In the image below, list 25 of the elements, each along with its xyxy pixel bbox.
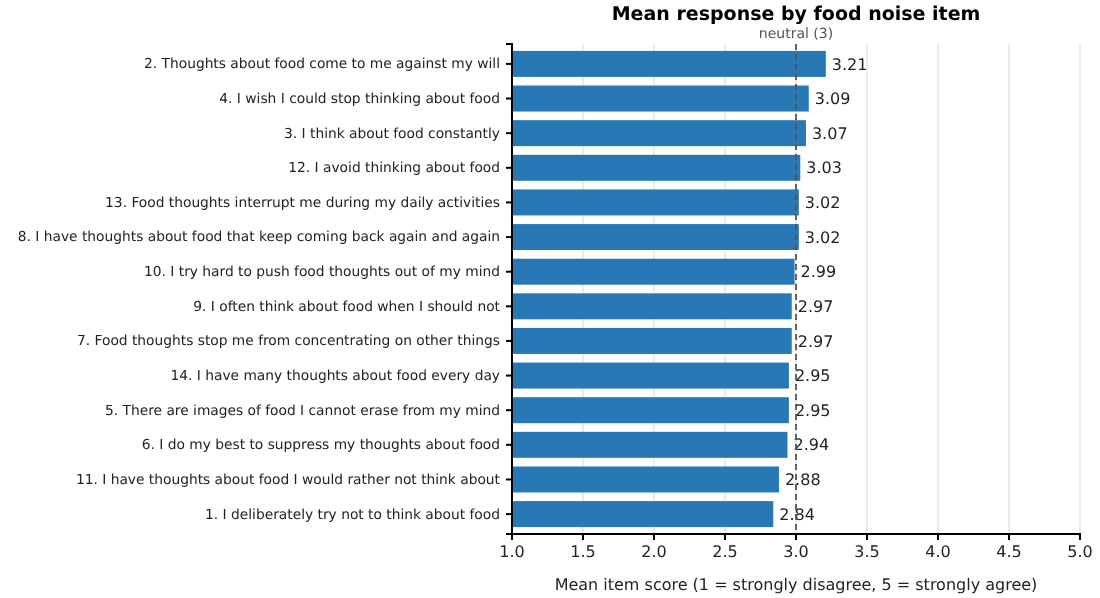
data-label: 2.95 [794, 367, 831, 386]
data-label: 2.88 [784, 471, 821, 490]
data-label: 3.02 [804, 194, 841, 213]
data-label: 3.09 [814, 90, 851, 109]
data-label: 2.97 [797, 297, 834, 316]
data-label: 3.03 [806, 159, 842, 178]
x-tick-label: 4.5 [996, 543, 1022, 562]
x-tick-label: 1.0 [499, 543, 525, 562]
data-label: 2.95 [794, 401, 831, 420]
x-tick-label: 3.0 [783, 543, 809, 562]
data-label: 3.07 [811, 124, 848, 143]
x-tick-label: 2.5 [712, 543, 738, 562]
chart-title: Mean response by food noise item [611, 4, 981, 26]
x-tick-label: 4.0 [925, 543, 951, 562]
x-tick-label: 2.0 [641, 543, 667, 562]
data-label: 2.94 [793, 436, 830, 455]
x-axis-title: Mean item score (1 = strongly disagree, 5 = strongly agree) [554, 576, 1038, 594]
x-tick-label: 3.5 [854, 543, 880, 562]
data-label: 2.84 [779, 505, 815, 524]
data-label: 2.99 [800, 263, 837, 282]
x-tick-label: 1.5 [570, 543, 596, 562]
data-label: 3.02 [804, 228, 841, 247]
data-label: 3.21 [831, 55, 868, 74]
x-tick-label: 5.0 [1067, 543, 1093, 562]
data-label: 2.97 [797, 332, 834, 351]
